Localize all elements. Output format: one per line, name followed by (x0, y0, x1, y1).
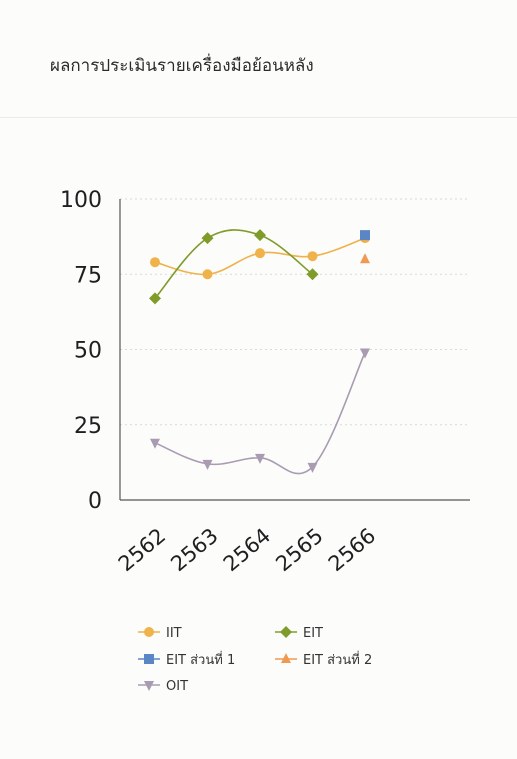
data-point-eit-1 (360, 230, 370, 241)
data-point-eit-2 (360, 253, 370, 264)
data-point-oit (202, 459, 213, 470)
data-point-iit (255, 248, 265, 259)
legend-label-eit-1: EIT ส่วนที่ 1 (166, 651, 235, 668)
legend-label-iit: IIT (166, 626, 182, 641)
x-tick-label: 2565 (271, 523, 327, 576)
y-tick-label: 50 (74, 339, 102, 364)
legend-marker-eit-2 (281, 653, 291, 663)
data-point-oit (255, 453, 265, 464)
series-line-eit (154, 229, 313, 299)
series-line-oit (154, 352, 366, 475)
legend-label-eit: EIT (303, 626, 323, 641)
data-point-eit (254, 229, 266, 242)
legend-marker-oit (144, 681, 154, 691)
data-point-iit (150, 257, 160, 268)
data-point-eit (306, 268, 319, 281)
x-tick-label: 2563 (166, 523, 222, 576)
y-tick-label: 0 (88, 489, 102, 514)
y-tick-label: 100 (60, 188, 102, 213)
legend-marker-iit (144, 627, 154, 637)
data-point-iit (307, 251, 318, 262)
x-tick-label: 2564 (219, 523, 275, 576)
data-point-oit (360, 348, 370, 359)
data-point-oit (307, 462, 318, 473)
x-tick-label: 2566 (324, 523, 380, 576)
page-title: ผลการประเมินรายเครื่องมือย้อนหลัง (50, 56, 314, 76)
legend-marker-eit (280, 626, 292, 638)
data-point-eit (201, 232, 214, 245)
y-tick-label: 25 (74, 414, 102, 439)
legend-marker-eit-1 (144, 654, 154, 664)
data-point-iit (202, 269, 213, 280)
legend-label-eit-2: EIT ส่วนที่ 2 (303, 651, 372, 668)
data-point-oit (150, 438, 160, 449)
x-tick-label: 2562 (114, 523, 170, 576)
y-tick-label: 75 (74, 263, 102, 288)
data-point-eit (149, 292, 161, 305)
legend-label-oit: OIT (166, 679, 188, 694)
header-divider (0, 117, 517, 118)
